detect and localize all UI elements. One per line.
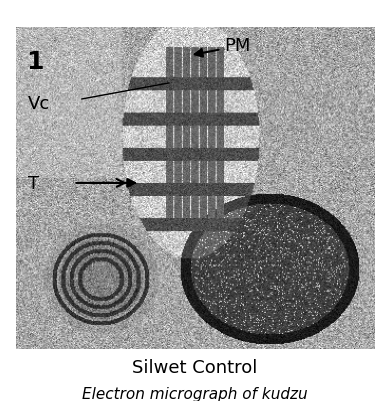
Text: Silwet Control: Silwet Control xyxy=(132,358,258,376)
Text: Vc: Vc xyxy=(28,94,51,112)
Text: PM: PM xyxy=(225,37,251,55)
Text: Electron micrograph of kudzu: Electron micrograph of kudzu xyxy=(82,386,308,401)
Text: T: T xyxy=(28,174,39,192)
Text: 1: 1 xyxy=(26,50,44,74)
